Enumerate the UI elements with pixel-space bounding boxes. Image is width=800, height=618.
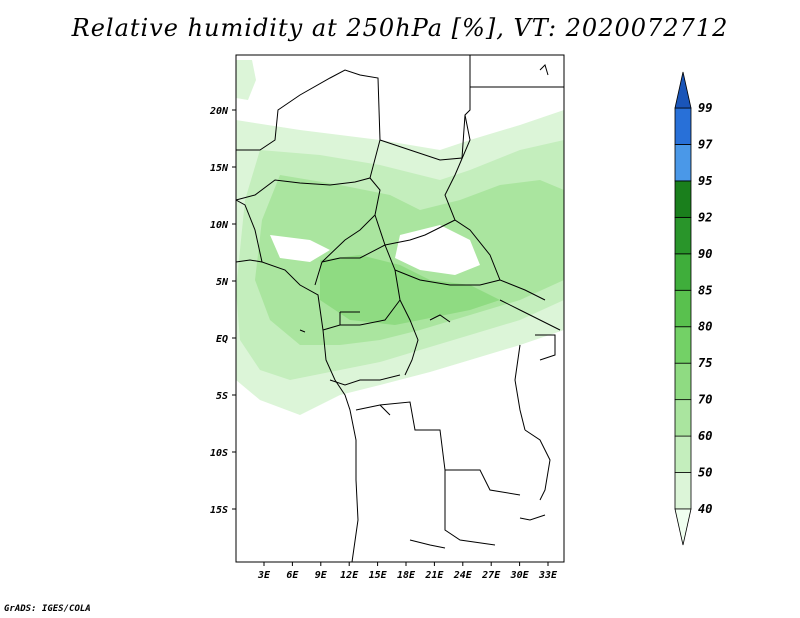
colorbar-label: 99 (698, 101, 712, 115)
lon-tick-label: 27E (481, 570, 501, 581)
lon-tick-label: 15E (369, 570, 388, 581)
colorbar-swatch (674, 180, 692, 218)
colorbar-label: 40 (698, 502, 712, 516)
lat-tick-label: 10N (210, 220, 229, 231)
colorbar-swatch (674, 289, 692, 328)
grads-credit: GrADS: IGES/COLA (4, 604, 91, 614)
lon-tick-label: 33E (538, 570, 558, 581)
lon-tick-label: 9E (315, 570, 328, 581)
colorbar-label: 97 (698, 137, 713, 151)
colorbar: 40 50 60 70 75 80 85 90 92 95 97 99 (674, 71, 713, 546)
colorbar-swatch (674, 362, 692, 401)
colorbar-label: 90 (698, 247, 712, 261)
colorbar-swatch (674, 144, 692, 182)
lat-tick-label: 20N (209, 106, 229, 117)
colorbar-swatch (674, 216, 692, 255)
lat-tick-label: 5S (216, 391, 228, 402)
colorbar-swatch (674, 399, 692, 437)
colorbar-swatch (674, 326, 692, 364)
country-borders (235, 55, 564, 563)
lat-tick-label: 5N (216, 277, 229, 288)
lat-tick-label: EQ (216, 334, 228, 345)
colorbar-swatch (674, 107, 692, 145)
longitude-axis: 3E 6E 9E 12E 15E 18E 21E 24E 27E 30E 33E (257, 562, 558, 581)
colorbar-label: 60 (698, 429, 712, 443)
lat-tick-label: 10S (210, 448, 228, 459)
humidity-shading (236, 60, 564, 415)
lon-tick-label: 6E (286, 570, 299, 581)
map-title: Relative humidity at 250hPa [%], VT: 202… (71, 14, 729, 42)
colorbar-label: 75 (698, 356, 712, 370)
lon-tick-label: 3E (257, 570, 271, 581)
map-frame (235, 54, 565, 563)
lat-tick-label: 15S (210, 505, 228, 516)
colorbar-swatch (674, 435, 692, 473)
colorbar-label: 50 (698, 466, 712, 480)
colorbar-swatch (674, 472, 692, 510)
lon-tick-label: 18E (397, 570, 416, 581)
colorbar-upper-triangle (674, 71, 692, 109)
colorbar-label: 92 (698, 210, 712, 224)
colorbar-swatch (674, 253, 692, 291)
colorbar-label: 95 (698, 174, 712, 188)
colorbar-label: 85 (698, 283, 712, 297)
lat-tick-label: 15N (210, 163, 229, 174)
colorbar-label: 80 (698, 320, 712, 334)
lon-tick-label: 24E (453, 570, 473, 581)
lon-tick-label: 12E (340, 570, 359, 581)
lon-tick-label: 30E (510, 570, 530, 581)
lon-tick-label: 21E (424, 570, 444, 581)
colorbar-lower-triangle (674, 508, 692, 546)
latitude-axis: 20N 15N 10N 5N EQ 5S 10S 15S (209, 106, 236, 516)
colorbar-label: 70 (698, 393, 712, 407)
